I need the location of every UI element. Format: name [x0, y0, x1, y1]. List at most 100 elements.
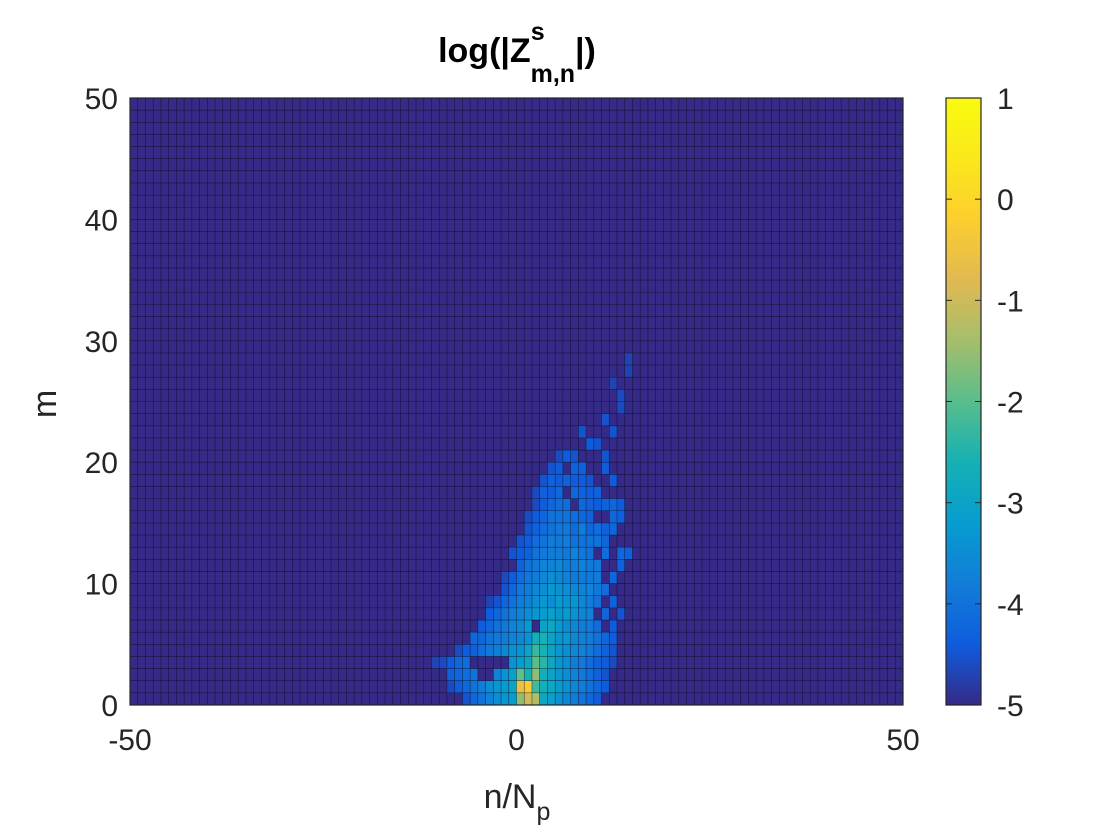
heatmap-cell	[555, 462, 563, 475]
heatmap-cell	[508, 668, 517, 681]
heatmap-cell	[578, 522, 587, 536]
heatmap-cell	[586, 474, 594, 487]
heatmap-cell	[601, 607, 610, 621]
heatmap-cell	[470, 668, 478, 681]
heatmap-cell	[493, 632, 502, 645]
heatmap-cell	[516, 547, 525, 560]
heatmap-cell	[578, 668, 587, 681]
x-tick-label: -50	[108, 724, 151, 757]
heatmap-cell	[524, 583, 532, 596]
heatmap-cell	[547, 583, 556, 596]
heatmap-cell	[547, 474, 556, 487]
heatmap-cell	[609, 377, 617, 390]
heatmap-cell	[578, 474, 587, 487]
heatmap-cell	[524, 510, 532, 523]
heatmap-cell	[524, 644, 532, 657]
heatmap-cell	[624, 365, 633, 378]
heatmap-cell	[524, 607, 532, 621]
heatmap-cell	[586, 680, 594, 693]
heatmap-cell	[539, 656, 548, 669]
heatmap-cell	[524, 547, 532, 560]
heatmap-cell	[539, 522, 548, 536]
heatmap-cell	[508, 644, 517, 657]
heatmap-cell	[570, 620, 579, 633]
heatmap-cell	[508, 607, 517, 621]
heatmap-cell	[539, 680, 548, 693]
colorbar: -5 -4 -3 -2 -1 0 1	[945, 83, 1024, 723]
heatmap-cell	[555, 535, 563, 548]
heatmap-cell	[616, 401, 625, 414]
heatmap-cell	[508, 692, 517, 705]
heatmap-cell	[570, 680, 579, 693]
heatmap-cell	[539, 486, 548, 499]
heatmap-cell	[578, 510, 587, 523]
heatmap-cell	[578, 595, 587, 608]
heatmap-cell	[586, 486, 594, 499]
heatmap-cell	[570, 547, 579, 560]
heatmap-cell	[555, 583, 563, 596]
heatmap-cell	[578, 656, 587, 669]
heatmap-cell	[501, 644, 509, 657]
colorbar-tick-label: 1	[997, 83, 1014, 116]
heatmap-cell	[578, 632, 587, 645]
heatmap-cell	[531, 571, 540, 584]
heatmap-cell	[454, 644, 463, 657]
heatmap-cell	[524, 620, 532, 633]
heatmap-cell	[462, 668, 471, 681]
heatmap-cell	[570, 462, 579, 475]
heatmap-cell	[477, 620, 486, 633]
heatmap-cell	[539, 535, 548, 548]
heatmap-cell	[609, 571, 617, 584]
y-axis-label: m	[26, 390, 64, 418]
heatmap-cell	[601, 680, 610, 693]
heatmap-cell	[555, 571, 563, 584]
heatmap-cell	[578, 425, 587, 438]
heatmap-cell	[586, 559, 594, 572]
heatmap-cell	[593, 498, 602, 511]
heatmap-cell	[570, 632, 579, 645]
grid-lines	[129, 97, 904, 706]
heatmap-cell	[586, 547, 594, 560]
heatmap-cell	[593, 559, 602, 572]
heatmap-cell	[547, 644, 556, 657]
heatmap-cell	[539, 607, 548, 621]
heatmap-cell	[524, 559, 532, 572]
y-tick-label: 0	[101, 690, 118, 723]
heatmap-cell	[508, 547, 517, 560]
heatmap-cell	[586, 510, 594, 523]
heatmap-cell	[570, 668, 579, 681]
heatmap-cell	[555, 632, 563, 645]
heatmap-cell	[601, 656, 610, 669]
heatmap-cell	[547, 668, 556, 681]
heatmap-cell	[462, 692, 471, 705]
heatmap-cell	[516, 583, 525, 596]
heatmap-cell	[547, 595, 556, 608]
heatmap-cell	[562, 607, 571, 621]
heatmap-cell	[601, 583, 610, 596]
heatmap-cell	[516, 535, 525, 548]
heatmap-cell	[547, 522, 556, 536]
heatmap-cell	[501, 583, 509, 596]
heatmap-cell	[531, 680, 540, 693]
y-tick-label: 30	[85, 326, 118, 359]
heatmap-cell	[578, 692, 587, 705]
heatmap-cell	[578, 559, 587, 572]
heatmap-cell	[493, 644, 502, 657]
heatmap-cell	[516, 692, 525, 705]
y-axis-ticks: 0 10 20 30 40 50	[85, 83, 118, 723]
heatmap-cell	[539, 620, 548, 633]
heatmap-cell	[539, 498, 548, 511]
heatmap-cell	[446, 668, 455, 681]
heatmap-cell	[485, 692, 494, 705]
heatmap-cell	[524, 522, 532, 536]
heatmap-cell	[578, 486, 587, 499]
heatmap-cell	[531, 656, 540, 669]
chart-title-suffix: |)	[575, 32, 596, 70]
heatmap-cell	[539, 474, 548, 487]
heatmap-cell	[578, 547, 587, 560]
heatmap-cell	[493, 620, 502, 633]
heatmap-cell	[570, 522, 579, 536]
heatmap-cell	[555, 692, 563, 705]
heatmap-cell	[555, 510, 563, 523]
